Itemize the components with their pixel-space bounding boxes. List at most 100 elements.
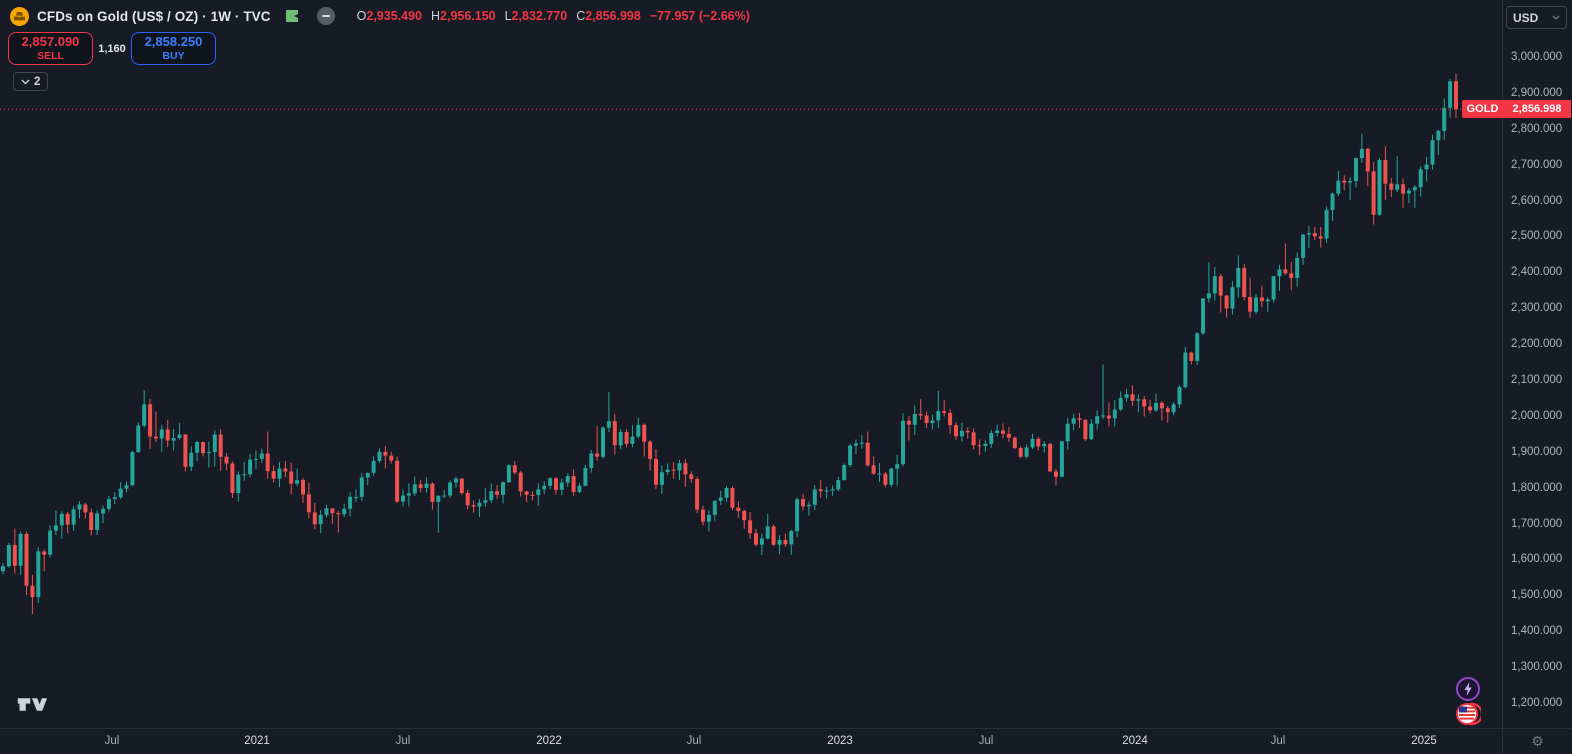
close-value: 2,856.998 [585, 9, 641, 23]
candle [1306, 226, 1311, 249]
buy-button[interactable]: 2,858.250 BUY [131, 32, 216, 65]
candle [1189, 351, 1194, 365]
candle [289, 462, 294, 495]
candle [295, 468, 300, 487]
candle [942, 399, 947, 417]
candle [1165, 405, 1170, 423]
candle [712, 500, 717, 521]
positions-collapse-button[interactable]: 2 [13, 72, 49, 91]
candle [759, 533, 764, 556]
candle [1401, 178, 1406, 208]
candle [836, 476, 841, 492]
candle [1030, 433, 1035, 450]
candle [989, 429, 994, 449]
candle [1442, 98, 1447, 140]
time-tick-label: 2024 [1122, 735, 1148, 747]
candle [559, 478, 564, 496]
candle [959, 423, 964, 442]
sell-button[interactable]: 2,857.090 SELL [8, 32, 93, 65]
candle [218, 429, 223, 471]
candle [130, 450, 135, 487]
candle [212, 430, 217, 467]
candle [454, 476, 458, 488]
price-tick-label: 1,900.000 [1511, 445, 1563, 458]
candle [136, 422, 141, 453]
candle [1183, 346, 1188, 389]
candle [495, 485, 500, 499]
price-tick-label: 2,600.000 [1511, 194, 1563, 207]
candle [36, 547, 41, 603]
candle [730, 486, 735, 511]
price-tick-label: 2,300.000 [1511, 302, 1563, 315]
candle [371, 456, 376, 476]
candle [59, 510, 64, 539]
candle [248, 453, 253, 478]
candle [1154, 393, 1158, 412]
candle [1042, 441, 1047, 453]
candle [924, 411, 929, 428]
time-axis[interactable]: Jul 2021 Jul 2022 Jul 2023 Jul 2024 Jul 2025 [0, 728, 1572, 754]
candle [501, 481, 505, 504]
currency-selector[interactable]: USD [1506, 6, 1567, 29]
axis-settings-gear-icon[interactable]: ⚙ [1531, 732, 1544, 749]
candle [612, 413, 617, 455]
candle [830, 485, 835, 496]
candle [106, 495, 111, 512]
hide-ohlc-button[interactable] [316, 7, 335, 25]
candle [601, 426, 605, 459]
candle [1289, 261, 1294, 291]
flash-boost-icon[interactable] [1455, 676, 1481, 702]
candle [483, 488, 488, 507]
price-tick-label: 1,200.000 [1511, 697, 1563, 709]
symbol-title[interactable]: CFDs on Gold (US$ / OZ) · 1W · TVC [37, 8, 271, 24]
sell-price: 2,857.090 [21, 34, 80, 49]
us-market-flag-icon[interactable] [1455, 701, 1484, 727]
buy-label: BUY [162, 49, 185, 62]
candle [418, 479, 423, 493]
candle [1112, 400, 1117, 427]
candle [689, 471, 694, 483]
candle [854, 439, 858, 455]
candle [230, 461, 235, 498]
candle [77, 501, 82, 519]
minus-icon [321, 15, 330, 17]
candle [648, 440, 653, 471]
high-value: 2,956.150 [440, 9, 496, 23]
candle [271, 465, 276, 483]
candle [1036, 437, 1041, 451]
candle [918, 399, 923, 420]
price-tick-label: 2,900.000 [1511, 86, 1563, 99]
sell-label: SELL [37, 49, 64, 62]
candle [342, 503, 347, 517]
candle [706, 510, 711, 532]
tradingview-logo[interactable] [16, 695, 48, 719]
candle [436, 495, 441, 533]
candle [1242, 264, 1247, 301]
price-tick-label: 1,400.000 [1511, 625, 1563, 638]
candle [148, 398, 153, 449]
price-axis[interactable]: 3,000.000 2,900.000 2,800.000 2,700.000 2,60… [1502, 0, 1572, 728]
candle [1077, 412, 1082, 428]
price-tick-label: 1,300.000 [1511, 661, 1563, 674]
candle [806, 501, 811, 516]
candle [442, 490, 447, 498]
candle [1089, 419, 1094, 441]
candlestick-plot[interactable] [0, 0, 1502, 728]
candle [359, 473, 364, 502]
candle [465, 489, 470, 510]
candle [83, 503, 88, 519]
price-tick-label: 2,100.000 [1511, 374, 1563, 386]
candle [901, 413, 905, 467]
candle [883, 471, 888, 488]
price-tick-label: 2,500.000 [1511, 230, 1563, 243]
candle [954, 422, 958, 440]
candle [224, 452, 229, 471]
candle [477, 499, 482, 517]
candle [965, 427, 970, 439]
candle [1265, 297, 1270, 312]
price-tick-label: 2,200.000 [1511, 338, 1563, 351]
candle [277, 461, 282, 488]
candle [1389, 177, 1394, 197]
change-value: −77.957 (−2.66%) [649, 9, 750, 23]
ohlc-readout: O2,935.490 H2,956.150 L2,832.770 C2,856.… [357, 9, 750, 23]
